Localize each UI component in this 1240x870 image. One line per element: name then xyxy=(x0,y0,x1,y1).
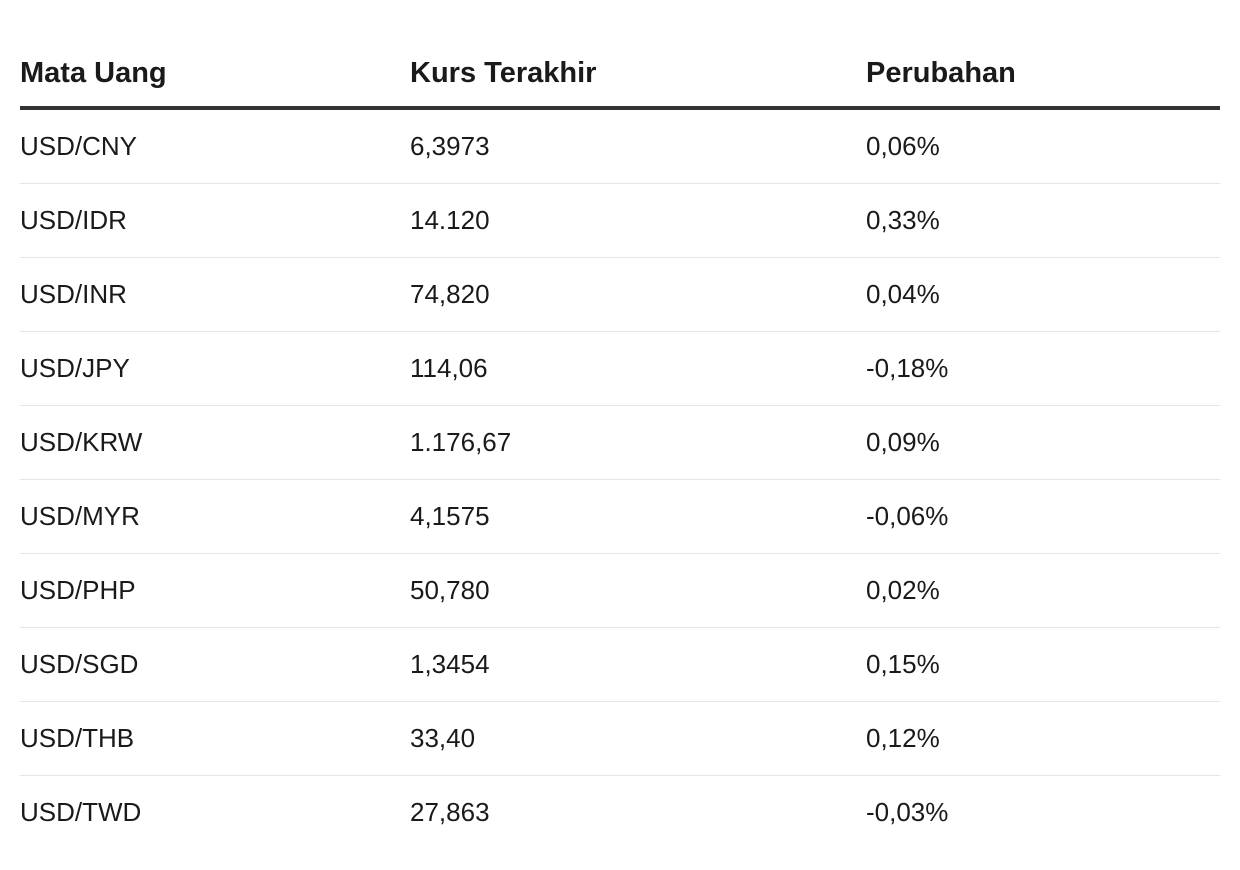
cell-currency-pair: USD/PHP xyxy=(20,553,410,628)
table-row: USD/TWD 27,863 -0,03% xyxy=(20,776,1220,850)
header-change: Perubahan xyxy=(866,40,1220,110)
table-row: USD/CNY 6,3973 0,06% xyxy=(20,108,1220,184)
header-currency: Mata Uang xyxy=(20,40,410,110)
cell-last-rate: 4,1575 xyxy=(410,479,866,554)
table-row: USD/PHP 50,780 0,02% xyxy=(20,553,1220,628)
cell-last-rate: 50,780 xyxy=(410,553,866,628)
cell-last-rate: 114,06 xyxy=(410,331,866,406)
table-row: USD/KRW 1.176,67 0,09% xyxy=(20,405,1220,480)
table-row: USD/THB 33,40 0,12% xyxy=(20,701,1220,776)
cell-change: 0,02% xyxy=(866,553,1220,628)
table-row: USD/MYR 4,1575 -0,06% xyxy=(20,479,1220,554)
table-header: Mata Uang Kurs Terakhir Perubahan xyxy=(20,40,1220,110)
table-row: USD/SGD 1,3454 0,15% xyxy=(20,627,1220,702)
cell-currency-pair: USD/INR xyxy=(20,257,410,332)
cell-last-rate: 27,863 xyxy=(410,797,490,827)
cell-change: 0,06% xyxy=(866,108,1220,184)
cell-change: 0,12% xyxy=(866,701,1220,776)
cell-last-rate: 1,3454 xyxy=(410,627,866,702)
exchange-rate-table-container: Mata Uang Kurs Terakhir Perubahan USD/CN… xyxy=(20,40,1220,849)
header-row: Mata Uang Kurs Terakhir Perubahan xyxy=(20,40,1220,110)
cell-last-rate: 33,40 xyxy=(410,701,866,776)
cell-change: -0,06% xyxy=(866,479,1220,554)
header-last-rate: Kurs Terakhir xyxy=(410,40,866,110)
cell-currency-pair: USD/THB xyxy=(20,701,410,776)
cell-currency-pair: USD/TWD xyxy=(20,797,142,827)
cell-last-rate: 74,820 xyxy=(410,257,866,332)
table-row: USD/IDR 14.120 0,33% xyxy=(20,183,1220,258)
exchange-rate-table: Mata Uang Kurs Terakhir Perubahan USD/CN… xyxy=(20,40,1220,849)
table-row: USD/JPY 114,06 -0,18% xyxy=(20,331,1220,406)
cell-change: 0,09% xyxy=(866,405,1220,480)
cell-change: 0,04% xyxy=(866,257,1220,332)
cell-currency-pair: USD/IDR xyxy=(20,183,410,258)
cell-currency-pair: USD/JPY xyxy=(20,331,410,406)
table-body: USD/CNY 6,3973 0,06% USD/IDR 14.120 0,33… xyxy=(20,108,1220,849)
cell-last-rate: 6,3973 xyxy=(410,108,866,184)
cell-change: 0,33% xyxy=(866,183,1220,258)
cell-currency-pair: USD/CNY xyxy=(20,108,410,184)
table-row: USD/INR 74,820 0,04% xyxy=(20,257,1220,332)
cell-currency-pair: USD/SGD xyxy=(20,627,410,702)
cell-change: -0,18% xyxy=(866,331,1220,406)
cell-currency-pair: USD/KRW xyxy=(20,405,410,480)
cell-last-rate: 1.176,67 xyxy=(410,405,866,480)
cell-currency-pair: USD/MYR xyxy=(20,479,410,554)
cell-change: 0,15% xyxy=(866,627,1220,702)
cell-last-rate: 14.120 xyxy=(410,183,866,258)
cell-change: -0,03% xyxy=(866,797,949,827)
